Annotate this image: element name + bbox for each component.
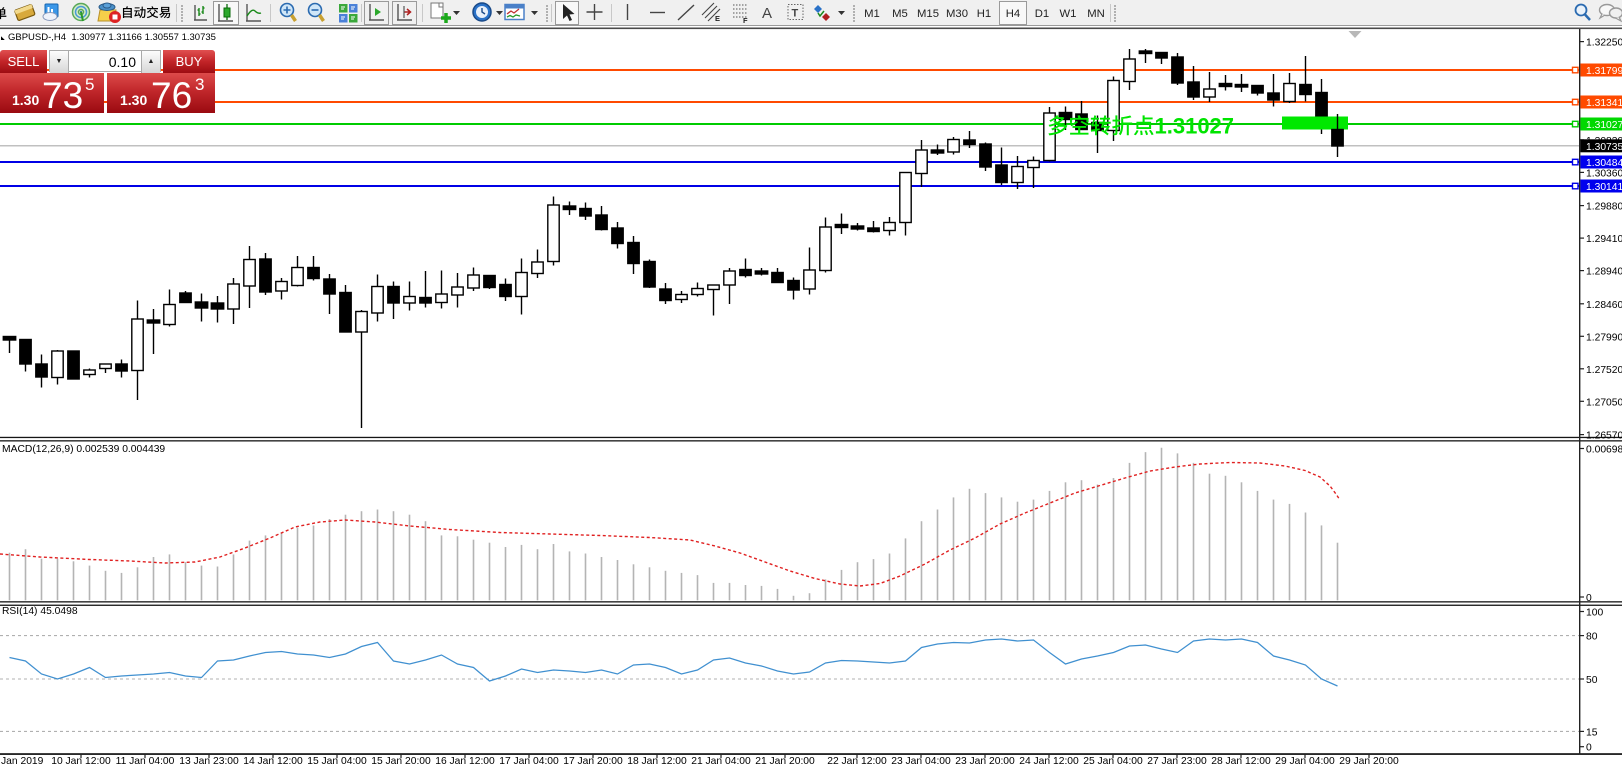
svg-text:W1: W1 <box>1060 8 1077 20</box>
svg-text:1.29410: 1.29410 <box>1586 234 1622 245</box>
svg-text:MACD(12,26,9) 0.002539 0.00443: MACD(12,26,9) 0.002539 0.004439 <box>2 444 165 455</box>
svg-text:1.30360: 1.30360 <box>1586 168 1622 179</box>
svg-text:50: 50 <box>1586 675 1598 686</box>
svg-text:M5: M5 <box>892 8 908 20</box>
svg-text:M15: M15 <box>917 8 939 20</box>
svg-text:1.31027: 1.31027 <box>1155 114 1235 139</box>
svg-text:1.27990: 1.27990 <box>1586 332 1622 343</box>
svg-text:18 Jan 12:00: 18 Jan 12:00 <box>627 756 687 767</box>
svg-text:1.27050: 1.27050 <box>1586 397 1622 408</box>
svg-text:1.32250: 1.32250 <box>1586 38 1622 49</box>
svg-text:1.29880: 1.29880 <box>1586 202 1622 213</box>
svg-text:1.31027: 1.31027 <box>1586 120 1622 131</box>
svg-text:11 Jan 04:00: 11 Jan 04:00 <box>116 756 175 767</box>
svg-text:0: 0 <box>1586 593 1592 604</box>
svg-text:1.30735: 1.30735 <box>1586 142 1622 153</box>
svg-text:MN: MN <box>1087 8 1105 20</box>
svg-text:A: A <box>762 5 772 22</box>
svg-text:E: E <box>715 14 720 23</box>
svg-text:15 Jan 20:00: 15 Jan 20:00 <box>371 756 431 767</box>
svg-text:H4: H4 <box>1006 8 1020 20</box>
svg-text:Jan 2019: Jan 2019 <box>1 756 44 767</box>
svg-text:21 Jan 20:00: 21 Jan 20:00 <box>755 756 815 767</box>
svg-text:21 Jan 04:00: 21 Jan 04:00 <box>691 756 751 767</box>
svg-text:1.28940: 1.28940 <box>1586 267 1622 278</box>
svg-text:29 Jan 04:00: 29 Jan 04:00 <box>1275 756 1335 767</box>
svg-text:M30: M30 <box>946 8 968 20</box>
svg-text:0.00698: 0.00698 <box>1586 444 1622 455</box>
svg-text:1.31341: 1.31341 <box>1586 98 1622 109</box>
svg-text:28 Jan 12:00: 28 Jan 12:00 <box>1211 756 1271 767</box>
svg-text:16 Jan 12:00: 16 Jan 12:00 <box>435 756 495 767</box>
svg-text:100: 100 <box>1586 608 1603 619</box>
svg-text:1.26570: 1.26570 <box>1586 431 1622 442</box>
svg-text:F: F <box>743 16 748 25</box>
svg-text:23 Jan 04:00: 23 Jan 04:00 <box>891 756 951 767</box>
svg-text:1.27520: 1.27520 <box>1586 365 1622 376</box>
svg-text:15: 15 <box>1586 727 1598 738</box>
svg-text:27 Jan 23:00: 27 Jan 23:00 <box>1147 756 1207 767</box>
svg-text:17 Jan 20:00: 17 Jan 20:00 <box>563 756 623 767</box>
svg-text:25 Jan 04:00: 25 Jan 04:00 <box>1083 756 1143 767</box>
svg-text:1.31799: 1.31799 <box>1586 66 1622 77</box>
svg-text:1.30484: 1.30484 <box>1586 158 1622 169</box>
svg-text:D1: D1 <box>1035 8 1049 20</box>
svg-text:17 Jan 04:00: 17 Jan 04:00 <box>499 756 559 767</box>
svg-text:0: 0 <box>1586 743 1592 754</box>
svg-text:29 Jan 20:00: 29 Jan 20:00 <box>1339 756 1399 767</box>
svg-text:15 Jan 04:00: 15 Jan 04:00 <box>307 756 367 767</box>
svg-text:14 Jan 12:00: 14 Jan 12:00 <box>243 756 303 767</box>
svg-text:H1: H1 <box>977 8 991 20</box>
svg-text:24 Jan 12:00: 24 Jan 12:00 <box>1019 756 1079 767</box>
svg-text:13 Jan 23:00: 13 Jan 23:00 <box>179 756 239 767</box>
svg-text:T: T <box>792 8 799 20</box>
svg-text:M1: M1 <box>864 8 880 20</box>
svg-text:23 Jan 20:00: 23 Jan 20:00 <box>955 756 1015 767</box>
svg-text:RSI(14) 45.0498: RSI(14) 45.0498 <box>2 606 78 617</box>
svg-text:80: 80 <box>1586 632 1598 643</box>
svg-text:22 Jan 12:00: 22 Jan 12:00 <box>827 756 887 767</box>
svg-text:1.28460: 1.28460 <box>1586 300 1622 311</box>
svg-text:1.30141: 1.30141 <box>1586 182 1622 193</box>
svg-text:10 Jan 12:00: 10 Jan 12:00 <box>51 756 111 767</box>
